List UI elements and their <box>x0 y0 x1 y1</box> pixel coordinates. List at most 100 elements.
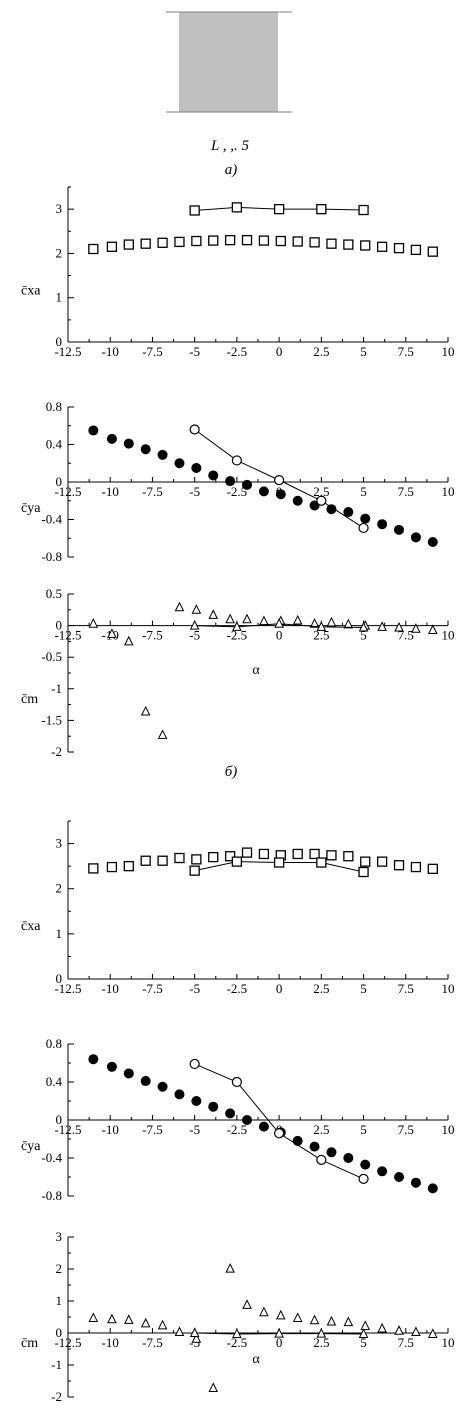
data-point-triangle <box>88 1312 99 1322</box>
series-calculated <box>189 202 369 216</box>
x-tick-label: 2.5 <box>313 628 329 643</box>
data-point-disc <box>191 1096 202 1106</box>
x-tick-label: -12.5 <box>54 628 81 643</box>
x-tick-label: -10 <box>102 1335 119 1350</box>
x-tick-label: 2.5 <box>313 1122 329 1137</box>
y-tick-label: 2 <box>56 1261 63 1276</box>
data-point-circle <box>231 1076 242 1088</box>
x-tick-label: -5 <box>189 344 200 359</box>
data-point-square <box>316 203 327 215</box>
x-tick-label: -12.5 <box>54 1335 81 1350</box>
y-tick-label: 2 <box>56 245 63 260</box>
x-tick-label: -5 <box>189 1122 200 1137</box>
x-tick-label: -10 <box>102 981 119 996</box>
x-tick-label: 7.5 <box>398 981 414 996</box>
data-point-square <box>174 852 185 864</box>
y-tick-label: 0 <box>56 618 63 633</box>
data-point-square <box>224 234 236 246</box>
y-tick-label: 3 <box>56 836 63 851</box>
data-point-triangle <box>343 1316 354 1327</box>
x-tick-label: -10 <box>102 1122 119 1137</box>
data-point-triangle <box>394 1325 404 1335</box>
data-point-square <box>88 863 99 874</box>
y-axis-label: c̄xa <box>21 284 41 299</box>
x-tick-label: -2.5 <box>227 1335 248 1350</box>
y-tick-label: -0.5 <box>41 649 62 664</box>
x-tick-label: 5 <box>360 344 367 359</box>
data-point-triangle <box>275 1309 286 1320</box>
x-tick-label: 7.5 <box>398 1122 414 1137</box>
data-point-triangle <box>309 618 320 628</box>
y-axis-label: c̄xa <box>21 919 41 934</box>
plot-c-cxa: -12.5 -10 -7.5 -5 -2.5 0 2.5 5 7.5 10 0 1 2 3 c̄xa <box>21 820 455 996</box>
x-tick-label: 7.5 <box>398 1335 414 1350</box>
data-point-triangle <box>189 619 200 630</box>
data-point-triangle <box>411 623 421 633</box>
y-tick-label: 3 <box>56 201 63 216</box>
data-point-triangle <box>157 1319 168 1330</box>
data-point-square <box>309 237 320 248</box>
data-point-disc <box>225 476 236 487</box>
y-tick-label: -1 <box>51 681 62 696</box>
data-point-disc <box>208 1101 219 1112</box>
y-tick-label: 0 <box>56 474 63 489</box>
data-point-circle <box>189 1058 200 1070</box>
data-point-disc <box>377 519 388 530</box>
y-tick-label: 0.4 <box>46 437 63 452</box>
data-point-square <box>358 204 369 216</box>
x-tick-label: 5 <box>360 484 367 499</box>
x-tick-label: 10 <box>442 1335 455 1350</box>
y-axis-label: c̄m <box>21 1336 38 1351</box>
data-point-square <box>326 238 337 249</box>
data-point-square <box>343 239 354 250</box>
x-tick-label: 2.5 <box>313 1335 329 1350</box>
data-point-circle <box>316 495 327 506</box>
data-point-disc <box>377 1166 388 1177</box>
x-tick-label: -12.5 <box>54 484 81 499</box>
x-tick-label: -12.5 <box>54 981 81 996</box>
x-tick-label: -2.5 <box>227 981 248 996</box>
data-point-triangle <box>208 609 219 619</box>
data-point-disc <box>106 1061 117 1072</box>
data-point-disc <box>242 479 253 490</box>
data-point-circle <box>231 455 242 466</box>
x-tick-label: -5 <box>189 981 200 996</box>
data-point-triangle <box>292 1312 303 1322</box>
data-point-square <box>191 235 202 247</box>
data-point-square <box>358 866 369 878</box>
data-point-square <box>360 240 371 251</box>
data-point-triangle <box>316 1328 327 1338</box>
model-caption: L , ,. 5 <box>210 138 250 154</box>
data-point-disc <box>88 1054 99 1065</box>
data-point-circle <box>316 1154 327 1166</box>
data-point-triangle <box>411 1326 421 1337</box>
data-point-square <box>273 857 285 868</box>
data-point-square <box>189 865 200 876</box>
data-point-square <box>231 856 243 867</box>
x-tick-label: -7.5 <box>142 981 163 996</box>
data-point-disc <box>174 458 185 469</box>
x-tick-label: 2.5 <box>313 981 329 996</box>
data-point-triangle <box>189 1327 200 1337</box>
data-point-triangle <box>343 618 354 629</box>
data-point-triangle <box>88 618 99 628</box>
plot-b-cm: -12.5-10-7.5-5-2.502.557.510-2-1.5-1-0.5… <box>21 586 455 759</box>
data-point-square <box>343 851 354 862</box>
data-point-disc <box>343 1153 354 1163</box>
data-point-circle <box>358 1173 369 1185</box>
x-tick-label: 5 <box>360 628 367 643</box>
data-point-triangle <box>225 1263 235 1273</box>
series-experimental <box>88 234 438 257</box>
x-tick-label: 2.5 <box>313 344 329 359</box>
data-point-triangle <box>242 613 252 624</box>
data-point-triangle <box>107 1313 117 1324</box>
data-point-triangle <box>123 1314 134 1324</box>
data-point-disc <box>123 1068 134 1079</box>
y-axis-label: c̄ya <box>21 1139 41 1154</box>
data-point-square <box>258 848 270 860</box>
series-calculated <box>189 1327 369 1338</box>
x-tick-label: -2.5 <box>227 484 248 499</box>
model-sketch <box>166 11 292 113</box>
data-point-disc <box>140 1076 151 1087</box>
